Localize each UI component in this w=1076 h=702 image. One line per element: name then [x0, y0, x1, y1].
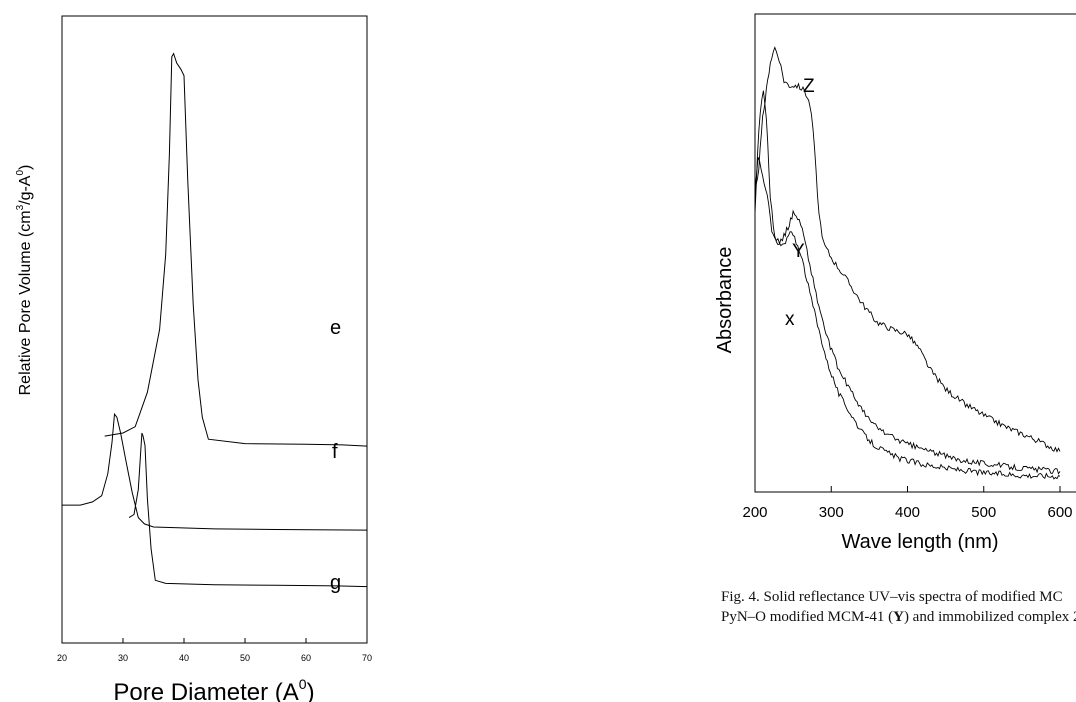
pore-series-line-g	[62, 412, 368, 531]
pore-series-line-e	[104, 52, 368, 447]
pore-label-f: f	[332, 441, 338, 463]
uvvis-series-line-Y	[754, 90, 1061, 475]
uvvis-series-line-X	[754, 156, 1061, 480]
pore-x-tick-label: 20	[57, 653, 67, 663]
uvvis-chart: 200 300 400 500 600 Z Y x Wave length (nm) A…	[714, 13, 1076, 553]
uvvis-x-ticks: 200 300 400 500 600	[742, 486, 1073, 521]
uvvis-x-tick-label: 400	[895, 504, 920, 521]
pore-chart: 20 30 40 50 60 70 e f g Pore Diameter (A0) Re…	[15, 15, 372, 702]
pore-series-line-f	[128, 432, 368, 588]
uvvis-label-z: Z	[803, 76, 815, 97]
uvvis-x-tick-label: 300	[819, 504, 844, 521]
pore-x-tick-label: 40	[179, 653, 189, 663]
pore-x-tick-label: 30	[118, 653, 128, 663]
pore-x-tick-label: 60	[301, 653, 311, 663]
uvvis-label-x: x	[785, 309, 795, 330]
caption-bold-y: Y	[893, 609, 904, 625]
pore-label-g: g	[330, 572, 341, 594]
uvvis-series-group	[754, 46, 1061, 480]
uvvis-label-y: Y	[792, 241, 805, 262]
caption-line-1: Fig. 4. Solid reflectance UV–vis spectra…	[721, 589, 1063, 605]
pore-x-axis-label: Pore Diameter (A0)	[113, 676, 314, 702]
uvvis-x-tick-label: 200	[742, 504, 767, 521]
uvvis-series-line-Z	[754, 46, 1061, 453]
pore-plot-frame	[61, 15, 368, 644]
uvvis-x-tick-label: 500	[971, 504, 996, 521]
pore-label-e: e	[330, 317, 341, 339]
uvvis-x-axis-label: Wave length (nm)	[841, 531, 998, 553]
pore-series-group	[62, 52, 368, 588]
uvvis-plot-frame	[754, 13, 1076, 493]
figure-caption: Fig. 4. Solid reflectance UV–vis spectra…	[721, 587, 1076, 627]
pore-y-axis-label: Relative Pore Volume (cm3/g-A0)	[15, 165, 34, 396]
pore-x-ticks: 20 30 40 50 60 70	[57, 638, 372, 663]
pore-x-tick-label: 50	[240, 653, 250, 663]
uvvis-y-axis-label: Absorbance	[714, 247, 736, 354]
caption-line-2: PyN–O modified MCM-41 (Y) and immobilize…	[721, 609, 1076, 625]
pore-x-tick-label: 70	[362, 653, 372, 663]
uvvis-x-tick-label: 600	[1047, 504, 1072, 521]
